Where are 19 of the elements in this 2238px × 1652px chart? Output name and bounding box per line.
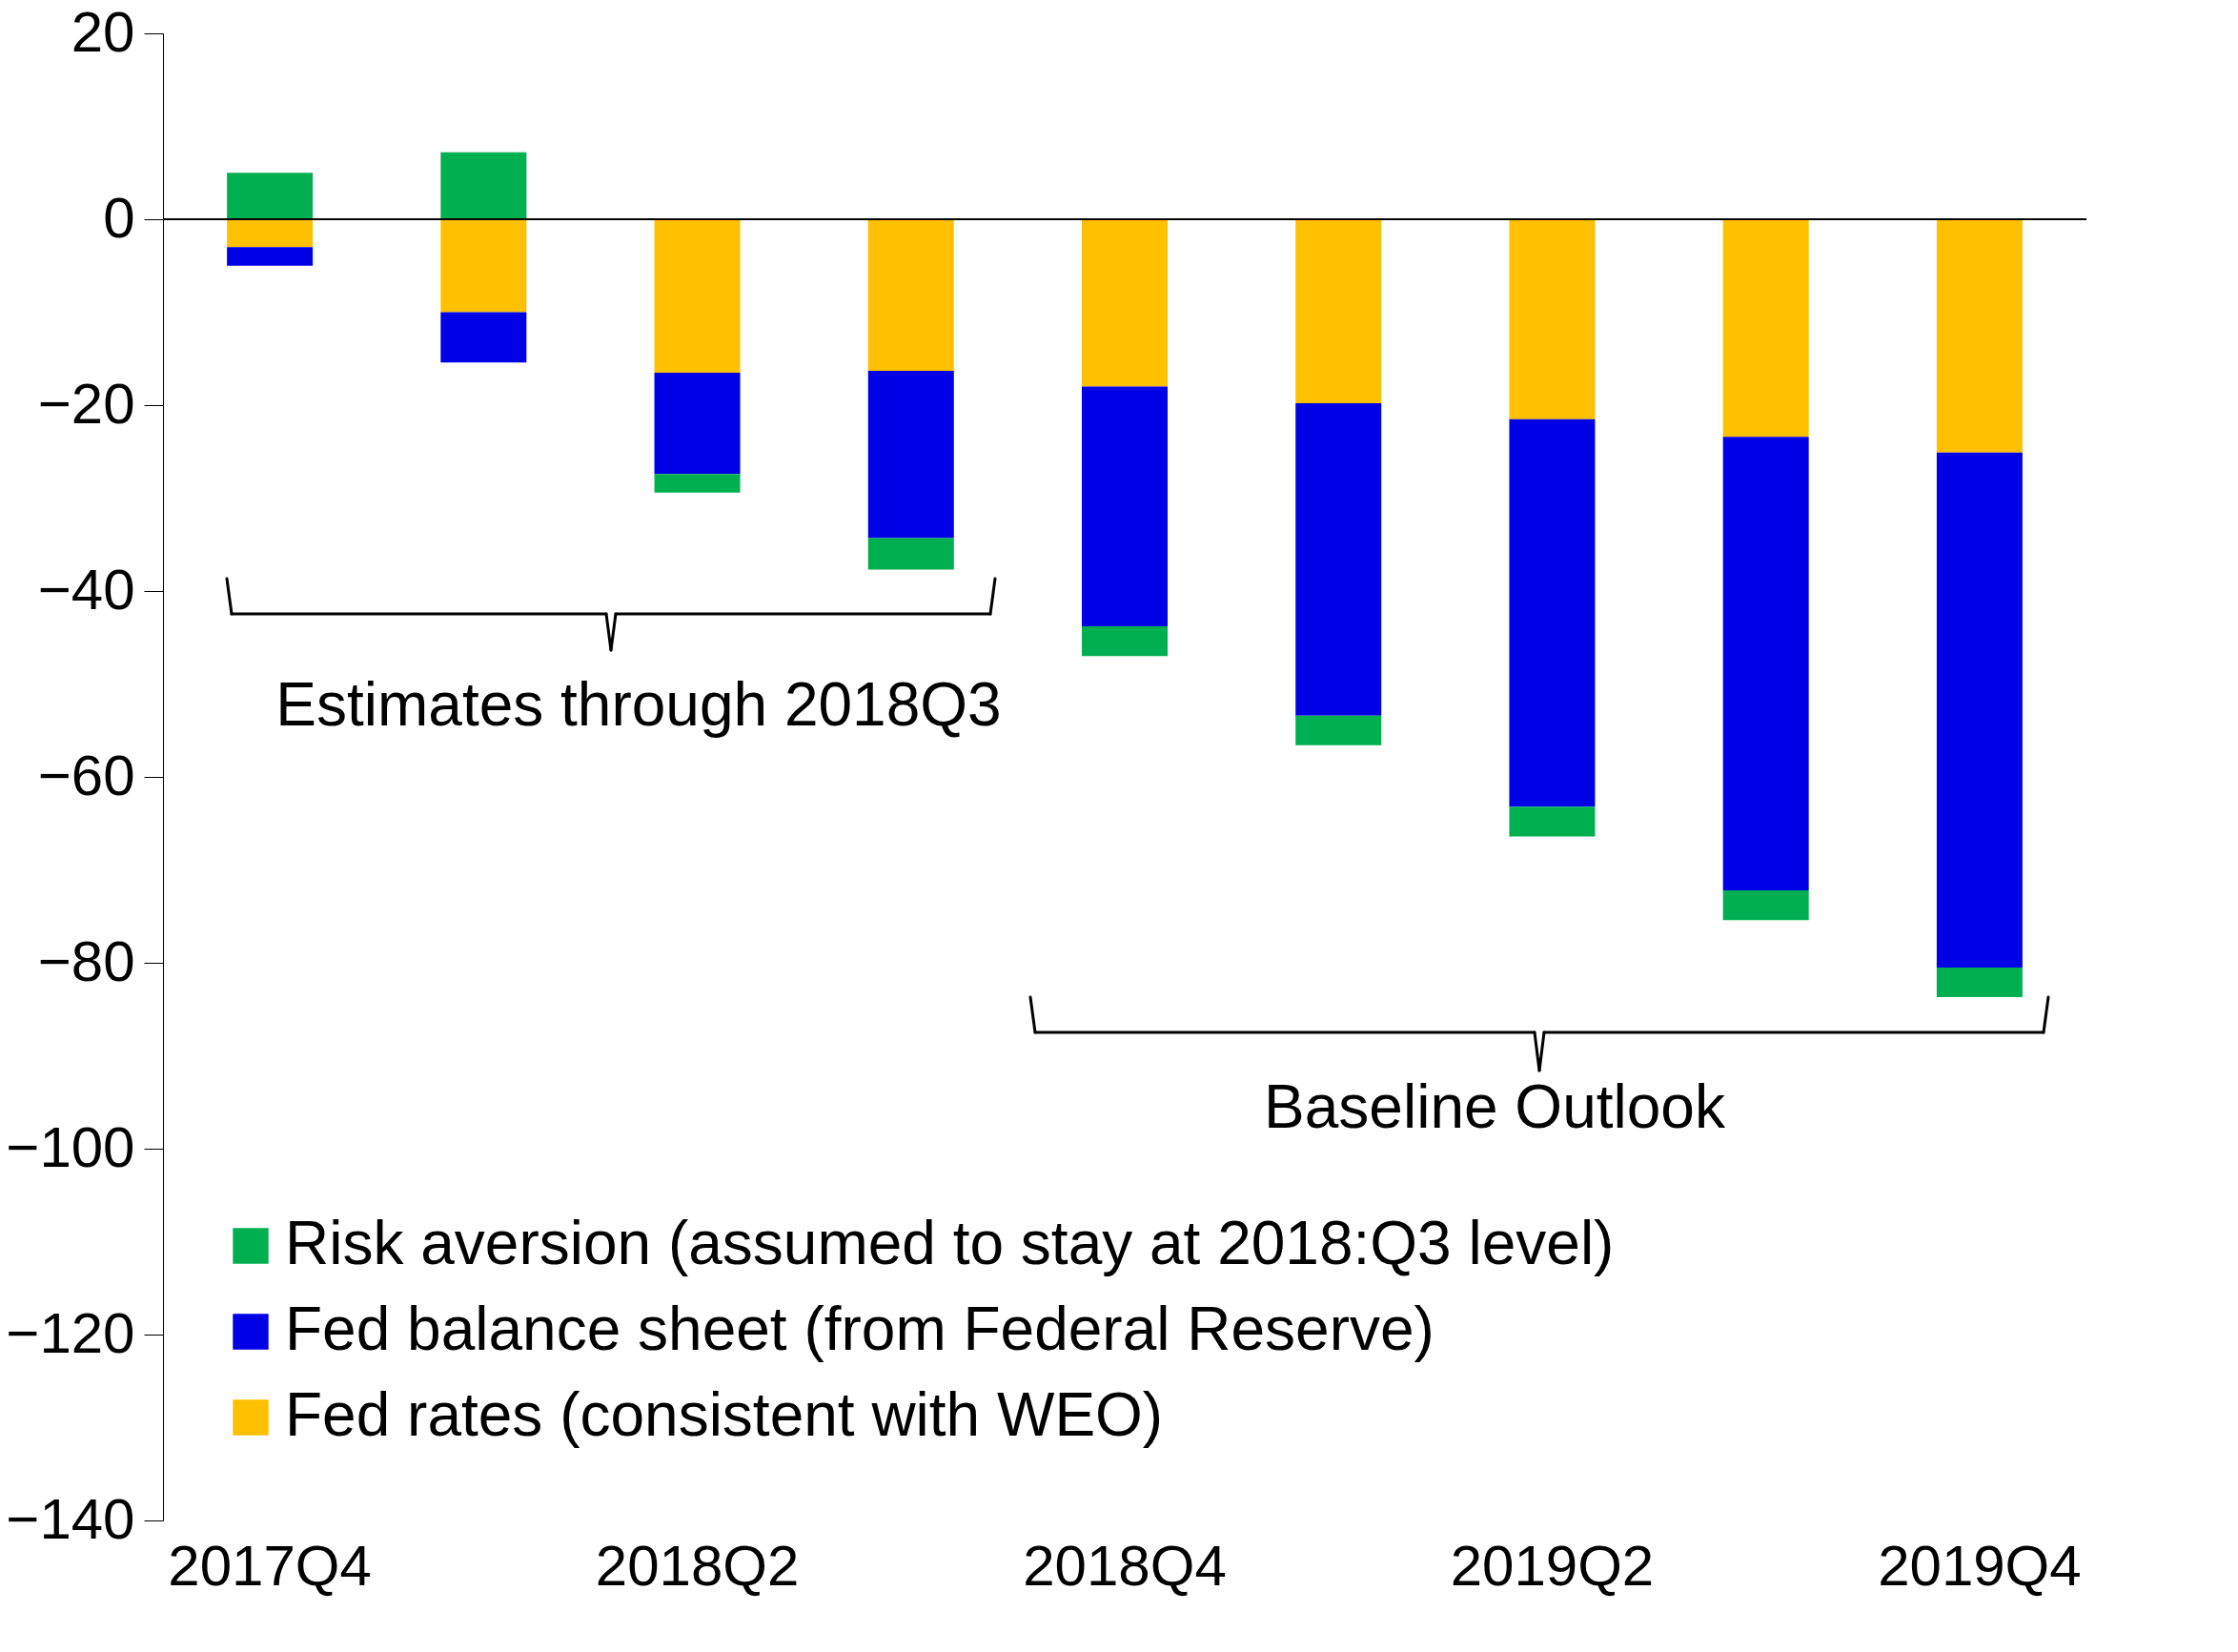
x-tick-label: 2019Q4 bbox=[1878, 1533, 2082, 1598]
legend-label: Fed rates (consistent with WEO) bbox=[285, 1380, 1164, 1449]
x-tick-label: 2017Q4 bbox=[168, 1533, 372, 1598]
annotation: Estimates through 2018Q3 bbox=[275, 670, 1002, 739]
y-tick-label: −80 bbox=[37, 928, 135, 993]
y-tick-label: 20 bbox=[71, 0, 135, 64]
x-tick-label: 2018Q4 bbox=[1023, 1533, 1227, 1598]
y-tick-label: −140 bbox=[6, 1486, 135, 1551]
legend-label: Risk aversion (assumed to stay at 2018:Q3 level) bbox=[285, 1209, 1615, 1277]
x-tick-label: 2018Q2 bbox=[595, 1533, 800, 1598]
y-tick-label: −40 bbox=[37, 557, 135, 622]
x-tick-label: 2019Q2 bbox=[1450, 1533, 1655, 1598]
legend-label: Fed balance sheet (from Federal Reserve) bbox=[285, 1295, 1434, 1363]
y-tick-label: −60 bbox=[37, 743, 135, 807]
y-tick-label: 0 bbox=[103, 185, 135, 250]
y-tick-label: −100 bbox=[6, 1114, 135, 1179]
annotation: Baseline Outlook bbox=[1264, 1072, 1726, 1141]
y-tick-label: −20 bbox=[37, 371, 135, 436]
y-tick-label: −120 bbox=[6, 1300, 135, 1365]
